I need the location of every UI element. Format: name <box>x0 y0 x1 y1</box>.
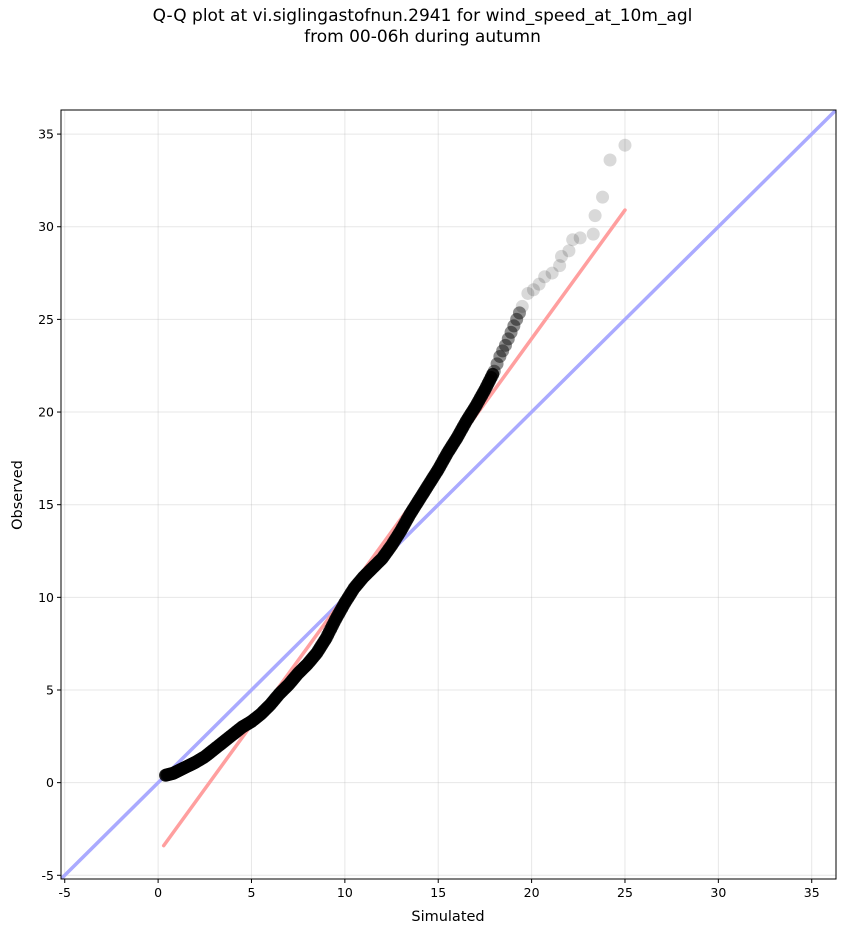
data-point <box>588 209 602 223</box>
data-point <box>618 138 632 152</box>
data-point <box>515 299 529 313</box>
lines <box>61 110 836 879</box>
data-point <box>596 190 610 204</box>
chart-title-line-2: from 00-06h during autumn <box>304 27 541 47</box>
plot-frame <box>60 109 837 880</box>
data-point <box>562 244 576 258</box>
data-point <box>521 286 535 300</box>
data-point <box>566 233 580 247</box>
data-point <box>486 367 500 381</box>
x-tick-label: 0 <box>154 885 162 900</box>
data-point <box>487 364 501 378</box>
data-point <box>532 277 546 291</box>
data-point <box>493 349 507 363</box>
data-point <box>510 312 524 326</box>
x-tick-label: 30 <box>710 885 726 900</box>
x-tick-label: 10 <box>337 885 353 900</box>
x-axis-label: Simulated <box>411 909 484 925</box>
data-point <box>538 270 552 284</box>
y-tick-label: 25 <box>38 312 54 327</box>
data-point <box>545 266 559 280</box>
x-tick-label: 20 <box>524 885 540 900</box>
one-to-one-line <box>61 110 836 879</box>
data-point <box>554 249 568 263</box>
chart-title-line-1: Q-Q plot at vi.siglingastofnun.2941 for … <box>152 6 693 26</box>
data-point <box>496 344 510 358</box>
grid <box>61 110 836 879</box>
data-point <box>498 338 512 352</box>
data-points <box>159 138 632 782</box>
y-axis-ticks: -5 0 5 10 15 20 25 30 35 <box>38 127 61 883</box>
y-tick-label: 10 <box>38 590 54 605</box>
y-tick-label: 20 <box>38 405 54 420</box>
fit-line <box>161 208 627 848</box>
x-tick-label: 25 <box>617 885 633 900</box>
chart-title: Q-Q plot at vi.siglingastofnun.2941 for … <box>0 6 845 48</box>
data-point <box>603 153 617 167</box>
y-tick-label: -5 <box>42 868 54 883</box>
data-point <box>501 332 515 346</box>
data-point <box>526 283 540 297</box>
data-point <box>553 259 567 273</box>
data-point <box>490 357 504 371</box>
y-tick-label: 30 <box>38 219 54 234</box>
x-axis-ticks: -5 0 5 10 15 20 25 30 35 <box>59 879 820 900</box>
y-tick-label: 5 <box>46 682 54 697</box>
y-axis-label: Observed <box>10 460 26 530</box>
x-tick-label: -5 <box>59 885 71 900</box>
y-tick-label: 35 <box>38 127 54 142</box>
data-point <box>504 325 518 339</box>
data-point <box>507 319 521 333</box>
y-tick-label: 0 <box>46 775 54 790</box>
data-point <box>586 227 600 241</box>
data-point <box>573 231 587 245</box>
y-tick-label: 15 <box>38 497 54 512</box>
x-tick-label: 5 <box>248 885 256 900</box>
x-tick-label: 35 <box>804 885 820 900</box>
x-tick-label: 15 <box>430 885 446 900</box>
data-point <box>512 306 526 320</box>
